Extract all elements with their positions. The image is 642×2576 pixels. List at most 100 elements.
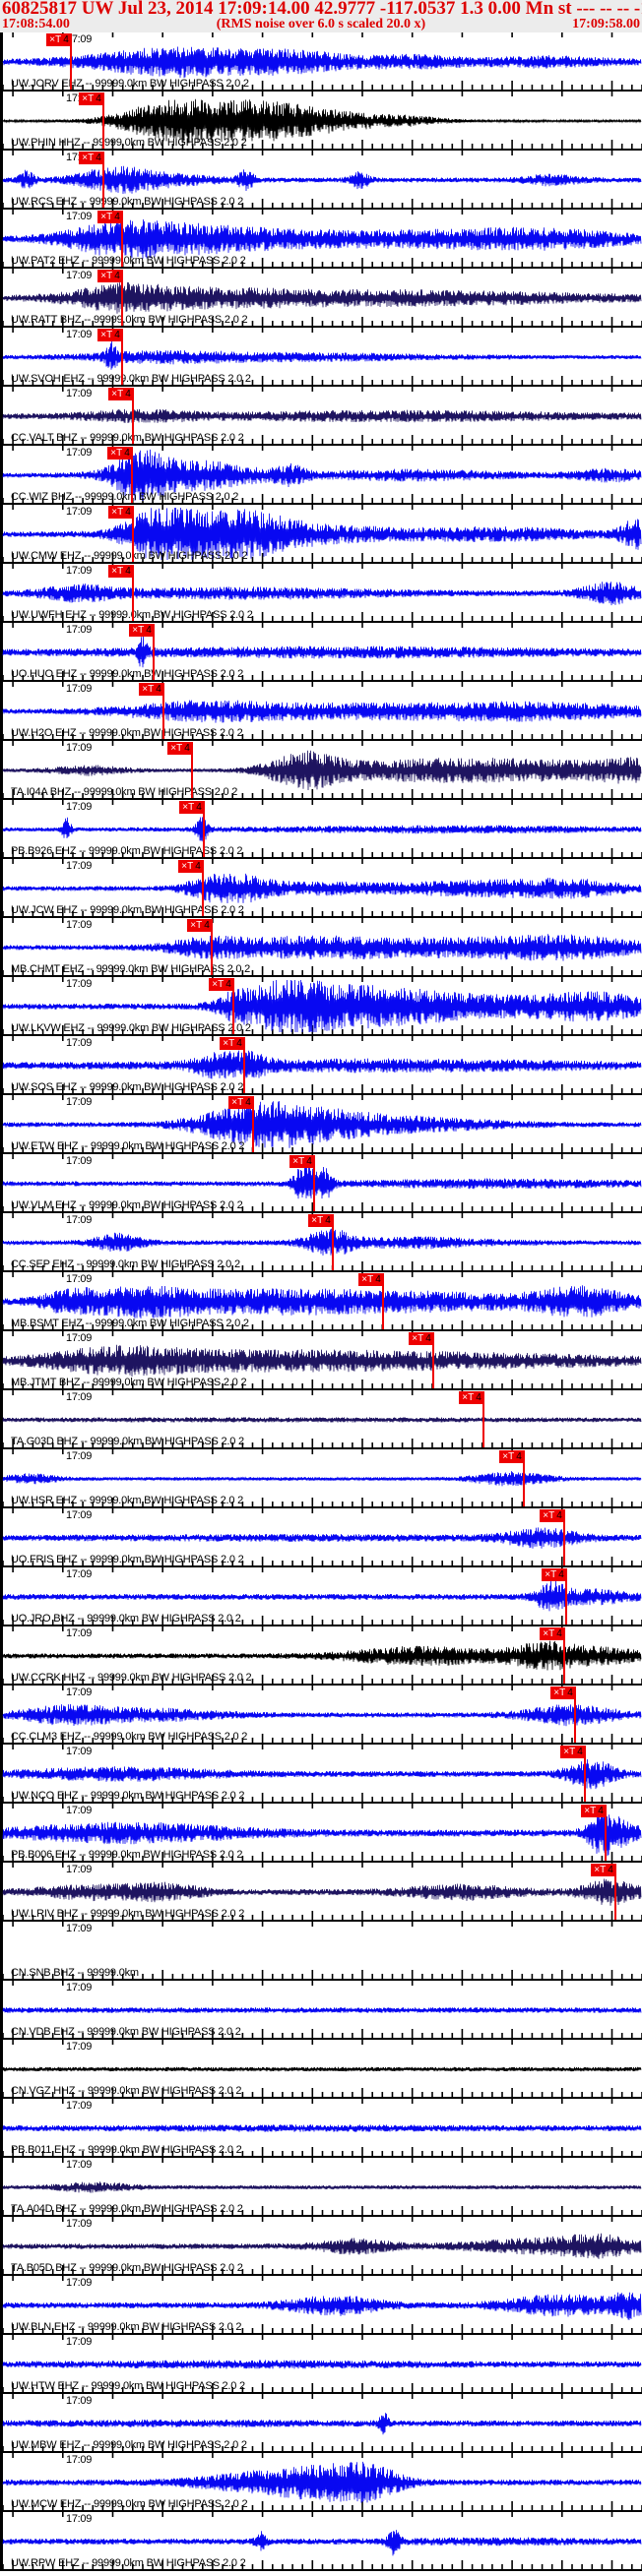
waveform[interactable]: [0, 1686, 642, 1743]
trace-panel[interactable]: 17:09 ×T 4 PB.B926 EHZ -- 99999.0km BW HI…: [0, 800, 642, 859]
waveform[interactable]: [0, 1922, 642, 1979]
pick-line[interactable]: [584, 1758, 586, 1802]
trace-panel[interactable]: 17:09 ×T 4 PB.B006 EHZ -- 99999.0km BW HI…: [0, 1804, 642, 1863]
waveform[interactable]: [0, 446, 642, 503]
trace-panel[interactable]: 17:09 ×T4 UW.RCS EHZ -- 99999.0km BW HIG…: [0, 151, 642, 210]
pick-line[interactable]: [102, 105, 104, 149]
waveform[interactable]: [0, 1272, 642, 1329]
trace-panel[interactable]: 17:09 CN.VGZ HHZ -- 99999.0km BW HIGHPAS…: [0, 2040, 642, 2099]
waveform[interactable]: [0, 977, 642, 1034]
trace-panel[interactable]: 17:09 ×T 4 UO.HUO EHZ -- 99999.0km BW HIG…: [0, 623, 642, 682]
pick-flag[interactable]: ×T 4: [499, 1450, 525, 1463]
trace-panel[interactable]: 17:09 ×T 4 CC.VALT BHZ -- 99999.0km BW HI…: [0, 387, 642, 446]
pick-flag[interactable]: ×T 4: [358, 1273, 384, 1286]
pick-flag[interactable]: ×T 4: [46, 33, 72, 46]
trace-panel[interactable]: 17:09 ×T 4 UW.VLM EHZ -- 99999.0km BW HIG…: [0, 1154, 642, 1213]
waveform[interactable]: [0, 210, 642, 267]
pick-flag[interactable]: ×T 4: [139, 683, 164, 696]
waveform[interactable]: [0, 1154, 642, 1211]
trace-panel[interactable]: 17:09 UW.HTW EHZ -- 99999.0km BW HIGHPAS…: [0, 2335, 642, 2394]
trace-panel[interactable]: 17:09 ×T 4 UW.ETW EHZ -- 99999.0km BW HIG…: [0, 1095, 642, 1154]
pick-flag[interactable]: ×T 4: [542, 1568, 567, 1581]
pick-line[interactable]: [313, 1168, 315, 1211]
pick-line[interactable]: [203, 814, 205, 857]
pick-line[interactable]: [574, 1699, 576, 1743]
pick-flag[interactable]: ×T 4: [108, 565, 134, 578]
waveform[interactable]: [0, 1331, 642, 1388]
waveform[interactable]: [0, 2040, 642, 2097]
waveform[interactable]: [0, 1863, 642, 1920]
waveform[interactable]: [0, 151, 642, 208]
waveform[interactable]: [0, 2099, 642, 2156]
waveform[interactable]: [0, 505, 642, 562]
trace-panel[interactable]: 17:09 ×T 4 UW.CCRK HHZ -- 99999.0km BW HI…: [0, 1626, 642, 1686]
waveform[interactable]: [0, 1567, 642, 1625]
waveform[interactable]: [0, 564, 642, 621]
pick-flag[interactable]: ×T 4: [581, 1805, 607, 1817]
pick-flag[interactable]: ×T 4: [97, 211, 123, 223]
pick-line[interactable]: [132, 578, 134, 621]
trace-panel[interactable]: 17:09 ×T 4 CC.CLM3 EHZ -- 99999.0km BW HI…: [0, 1686, 642, 1745]
pick-line[interactable]: [191, 755, 193, 798]
waveform[interactable]: [0, 1213, 642, 1270]
waveform[interactable]: [0, 1804, 642, 1861]
pick-line[interactable]: [565, 1581, 567, 1625]
waveform[interactable]: [0, 92, 642, 149]
waveform[interactable]: [0, 1981, 642, 2038]
pick-line[interactable]: [563, 1640, 565, 1684]
waveform[interactable]: [0, 2394, 642, 2451]
trace-panel[interactable]: 17:09 UW.BLN EHZ -- 99999.0km BW HIGHPAS…: [0, 2276, 642, 2335]
trace-panel[interactable]: 17:09 ×T 4 TA.I04A BHZ -- 99999.0km BW HI…: [0, 741, 642, 800]
pick-line[interactable]: [563, 1522, 565, 1565]
trace-panel[interactable]: 17:09 ×T 4 CC.WIZ BHZ -- 99999.0km BW HIG…: [0, 446, 642, 505]
trace-panel[interactable]: 17:09 ×T 4 UW.JCW EHZ -- 99999.0km BW HIG…: [0, 859, 642, 918]
waveform[interactable]: [0, 1390, 642, 1447]
pick-line[interactable]: [432, 1345, 434, 1388]
pick-flag[interactable]: ×T 4: [97, 270, 123, 282]
pick-line[interactable]: [162, 696, 164, 739]
waveform[interactable]: [0, 741, 642, 798]
trace-panel[interactable]: 17:09 ×T 4 UW.JORV EHZ -- 99999.0km BW HI…: [0, 32, 642, 92]
trace-panel[interactable]: 17:09 ×T 4 MB.JTMT BHZ -- 99999.0km BW HI…: [0, 1331, 642, 1390]
pick-flag[interactable]: ×T 4: [560, 1746, 586, 1758]
trace-panel[interactable]: 17:09 UW.MCW EHZ -- 99999.0km BW HIGHPAS…: [0, 2453, 642, 2512]
pick-flag[interactable]: ×T 4: [591, 1864, 616, 1876]
waveform[interactable]: [0, 1745, 642, 1802]
pick-flag[interactable]: ×T 4: [178, 860, 204, 873]
trace-panel[interactable]: 17:09 ×T 4 TA.G03D BHZ -- 99999.0km BW HI…: [0, 1390, 642, 1449]
trace-panel[interactable]: 17:09 CN.VDB EHZ -- 99999.0km BW HIGHPAS…: [0, 1981, 642, 2040]
waveform[interactable]: [0, 2335, 642, 2392]
trace-panel[interactable]: 17:09 ×T 4 UO.JRO BHZ -- 99999.0km BW HIG…: [0, 1567, 642, 1626]
pick-flag[interactable]: ×T 4: [97, 329, 123, 341]
waveform[interactable]: [0, 623, 642, 680]
waveform[interactable]: [0, 2276, 642, 2333]
pick-line[interactable]: [70, 46, 72, 90]
trace-panel[interactable]: 17:09 ×T 4 UW.SVOH EHZ -- 99999.0km BW HI…: [0, 328, 642, 387]
pick-line[interactable]: [102, 164, 104, 208]
pick-line[interactable]: [243, 1050, 245, 1093]
pick-flag[interactable]: ×T 4: [209, 978, 234, 991]
pick-line[interactable]: [232, 991, 234, 1034]
trace-panel[interactable]: 17:09 ×T 4 UW.NCO EHZ -- 99999.0km BW HIG…: [0, 1745, 642, 1804]
trace-panel[interactable]: 17:09 ×T 4 UW.LRIV BHZ -- 99999.0km BW HI…: [0, 1863, 642, 1922]
waveform[interactable]: [0, 800, 642, 857]
pick-flag[interactable]: ×T 4: [167, 742, 193, 755]
trace-panel[interactable]: 17:09 UW.RPW EHZ -- 99999.0km BW HIGHPAS…: [0, 2512, 642, 2571]
pick-line[interactable]: [211, 932, 213, 975]
trace-panel[interactable]: 17:09 TA.A04D BHZ -- 99999.0km BW HIGHPA…: [0, 2158, 642, 2217]
pick-flag[interactable]: ×T 4: [79, 92, 104, 105]
pick-flag[interactable]: ×T 4: [540, 1509, 565, 1522]
waveform[interactable]: [0, 2512, 642, 2569]
waveform[interactable]: [0, 1449, 642, 1506]
pick-flag[interactable]: ×T 4: [409, 1332, 434, 1345]
pick-flag[interactable]: ×T 4: [107, 447, 133, 460]
pick-flag[interactable]: ×T 4: [308, 1214, 334, 1227]
trace-panel[interactable]: 17:09 ×T 4 UW.RATT BHZ -- 99999.0km BW HI…: [0, 269, 642, 328]
pick-flag[interactable]: ×T 4: [289, 1155, 315, 1168]
waveform[interactable]: [0, 2158, 642, 2215]
waveform[interactable]: [0, 859, 642, 916]
pick-flag[interactable]: ×T 4: [228, 1096, 254, 1109]
waveform[interactable]: [0, 1036, 642, 1093]
pick-flag[interactable]: ×T 4: [179, 801, 205, 814]
pick-line[interactable]: [482, 1404, 484, 1447]
